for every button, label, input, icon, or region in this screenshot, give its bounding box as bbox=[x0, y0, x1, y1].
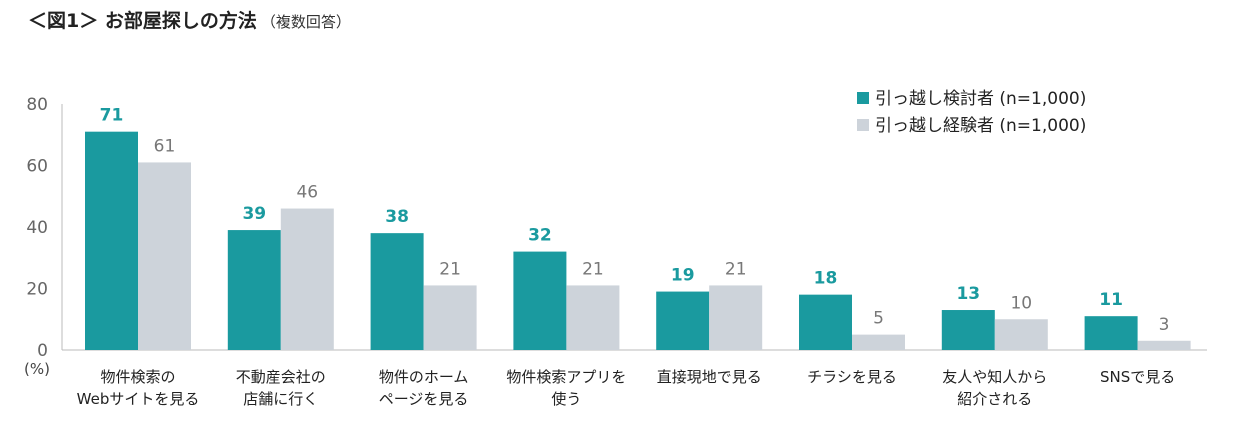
data-label-series-1: 71 bbox=[100, 106, 124, 126]
category-label: 不動産会社の店舗に行く bbox=[236, 368, 326, 408]
bar-series-2 bbox=[138, 162, 191, 350]
data-label-series-2: 61 bbox=[154, 136, 176, 156]
y-unit-label: (%) bbox=[24, 360, 50, 378]
bar-series-1 bbox=[85, 131, 138, 350]
bar-series-1 bbox=[799, 294, 852, 350]
bar-series-2 bbox=[852, 334, 905, 350]
bar-series-1 bbox=[227, 230, 281, 350]
category-label: 友人や知人から紹介される bbox=[942, 368, 1047, 408]
legend-label: 引っ越し経験者 (n=1,000) bbox=[875, 116, 1086, 136]
bar-series-1 bbox=[1084, 316, 1138, 350]
chart-title: ＜図1＞ お部屋探しの方法 （複数回答） bbox=[28, 6, 351, 33]
data-label-series-2: 46 bbox=[296, 183, 318, 203]
data-label-series-1: 39 bbox=[242, 204, 266, 224]
chart-title-main: ＜図1＞ お部屋探しの方法 bbox=[28, 10, 257, 32]
bar-series-2 bbox=[423, 285, 477, 350]
bar-series-2 bbox=[566, 285, 620, 350]
data-label-series-1: 11 bbox=[1099, 290, 1123, 310]
bar-series-2 bbox=[1137, 340, 1191, 350]
bar-series-2 bbox=[994, 319, 1048, 350]
category-label: 物件検索の Webサイトを見る bbox=[77, 368, 200, 408]
bar-series-2 bbox=[709, 285, 763, 350]
data-label-series-1: 38 bbox=[385, 207, 409, 227]
y-tick-label: 80 bbox=[26, 95, 48, 115]
data-label-series-1: 32 bbox=[528, 226, 552, 246]
y-tick-label: 40 bbox=[26, 218, 48, 238]
bar-series-1 bbox=[941, 310, 995, 350]
legend-label: 引っ越し検討者 (n=1,000) bbox=[875, 89, 1086, 109]
data-label-series-2: 21 bbox=[439, 259, 461, 279]
data-label-series-1: 18 bbox=[814, 269, 838, 289]
bar-series-1 bbox=[656, 291, 710, 350]
category-label: SNSで見る bbox=[1100, 368, 1175, 386]
data-label-series-2: 5 bbox=[873, 309, 884, 329]
category-label: 物件検索アプリを使う bbox=[506, 368, 626, 408]
bar-series-1 bbox=[513, 251, 567, 350]
category-label: 直接現地で見る bbox=[657, 368, 762, 386]
bar-series-2 bbox=[280, 208, 334, 350]
data-label-series-2: 21 bbox=[582, 259, 604, 279]
category-label: チラシを見る bbox=[807, 368, 897, 386]
data-label-series-1: 19 bbox=[671, 266, 695, 286]
data-label-series-2: 10 bbox=[1010, 293, 1032, 313]
y-tick-label: 60 bbox=[26, 157, 48, 177]
legend-swatch bbox=[857, 119, 869, 131]
y-tick-label: 20 bbox=[26, 280, 48, 300]
data-label-series-1: 13 bbox=[956, 284, 980, 304]
y-tick-label: 0 bbox=[37, 341, 48, 361]
category-label: 物件のホームページを見る bbox=[379, 368, 469, 408]
data-label-series-2: 3 bbox=[1159, 315, 1170, 335]
data-label-series-2: 21 bbox=[725, 259, 747, 279]
legend-swatch bbox=[857, 92, 869, 104]
chart-title-sub: （複数回答） bbox=[260, 13, 351, 31]
bar-series-1 bbox=[370, 233, 424, 350]
